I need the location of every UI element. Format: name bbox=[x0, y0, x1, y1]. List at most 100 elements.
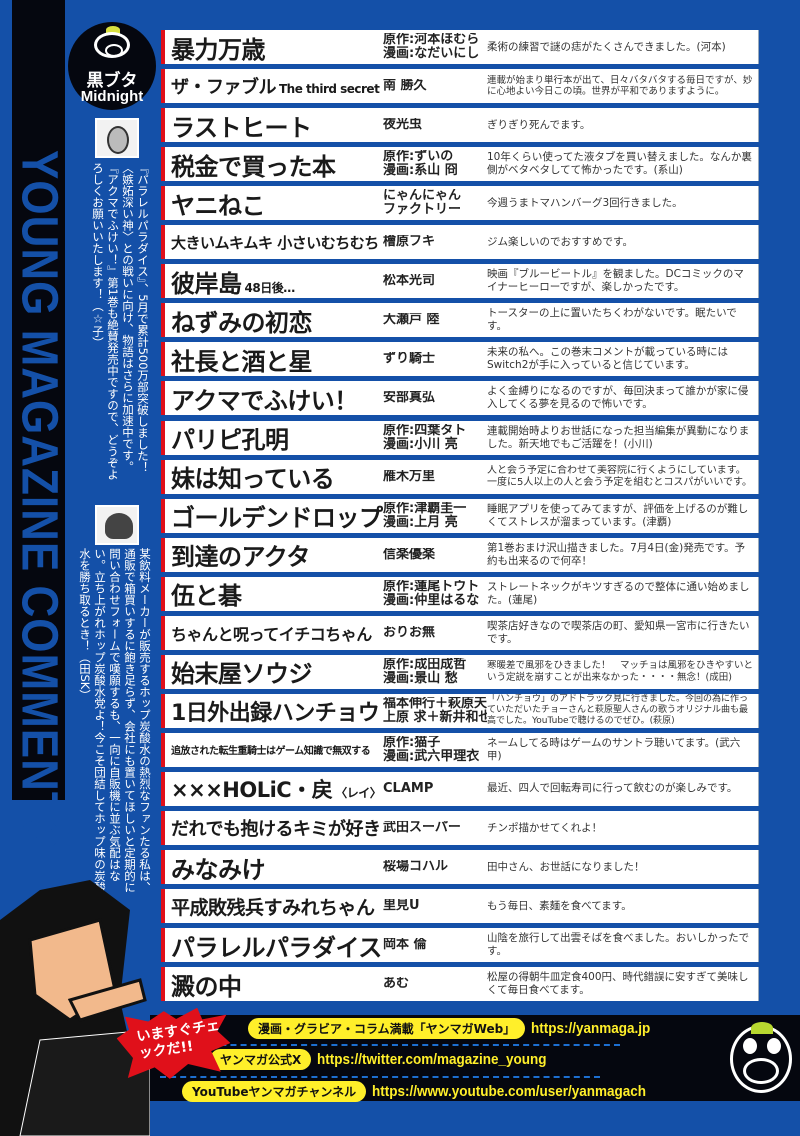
series-title-text: パラレルパラダイス bbox=[171, 933, 382, 962]
pig-eye-icon bbox=[743, 1038, 757, 1054]
author-comment: 山陰を旅行して出雲そばを食べました。おいしかったです。 bbox=[487, 932, 750, 958]
comment-row: ヤニねこ にゃんにゃん ファクトリー 今週うまトマハンバーグ3回行きました。 bbox=[161, 186, 759, 221]
link-url[interactable]: https://yanmaga.jp bbox=[531, 1020, 651, 1037]
pig-snout-icon bbox=[743, 1058, 779, 1084]
comment-row: 追放された転生重騎士はゲーム知識で無双する 原作:猫子 漫画:武六甲理衣 ネームしてる… bbox=[161, 732, 759, 767]
series-title-text: ゴールデンドロップ bbox=[171, 504, 383, 533]
series-title-text: 澱の中 bbox=[171, 972, 242, 1001]
author-comment: 「ハンチョウ」のアドトラック見に行きました。今回の為に作っていただいたチョーさん… bbox=[487, 694, 749, 727]
series-title-text: ラストヒート bbox=[171, 113, 312, 142]
author-comment: 未来の私へ。この巻末コメントが載っている時にはSwitch2が手に入っていると信… bbox=[487, 346, 728, 372]
series-title: ×××HOLiC・戻 〈レイ〉 bbox=[165, 774, 383, 804]
author: にゃんにゃん ファクトリー bbox=[383, 189, 487, 217]
comment-row: 到達のアクタ 信楽優楽 第1巻おまけ沢山描きました。7月4日(金)発売です。予約も出… bbox=[161, 537, 759, 572]
comment-row: みなみけ 桜場コハル 田中さん、お世話になりました！ bbox=[161, 850, 759, 885]
promo-link-x[interactable]: ヤンマガ公式X https://twitter.com/magazine_you… bbox=[210, 1049, 572, 1070]
left-black-stripe bbox=[12, 0, 65, 800]
author: ずり騎士 bbox=[383, 352, 487, 366]
author-line: 原作:成田成哲 bbox=[383, 657, 467, 672]
link-url[interactable]: https://www.youtube.com/user/yanmagach bbox=[372, 1083, 647, 1100]
author-comment: 最近、四人で回転寿司に行って飲むのが楽しみです。 bbox=[487, 782, 738, 795]
link-label: 漫画・グラビア・コラム満載「ヤンマガWeb」 bbox=[248, 1018, 526, 1039]
editor-avatar-1 bbox=[95, 118, 139, 158]
promo-link-web[interactable]: 漫画・グラビア・コラム満載「ヤンマガWeb」 https://yanmaga.j… bbox=[248, 1018, 664, 1039]
kurobuta-midnight-logo: 黒ブタ Midnight bbox=[68, 22, 156, 110]
comment-row: 妹は知っている 雁木万里 人と会う予定に合わせて美容院に行くようにしています。一度に… bbox=[161, 459, 759, 494]
series-title: ラストヒート bbox=[165, 108, 383, 143]
series-title: 彼岸島 48日後… bbox=[165, 264, 383, 299]
series-title: ちゃんと呪ってイチコちゃん bbox=[165, 621, 383, 645]
pig-tuft-icon bbox=[106, 26, 120, 34]
series-title: パリピ孔明 bbox=[165, 420, 383, 455]
series-title-text: だれでも抱けるキミが好き bbox=[171, 819, 381, 840]
series-title-text: ヤニねこ bbox=[171, 191, 266, 220]
comment-row: 社長と酒と星 ずり騎士 未来の私へ。この巻末コメントが載っている時にはSwitch2… bbox=[161, 342, 759, 377]
author: おりお無 bbox=[383, 626, 487, 640]
author: 原作:四葉タト 漫画:小川 亮 bbox=[383, 424, 487, 452]
comment-row: ザ・ファブル The third secret 南 勝久 連載が始まり単行本が出て、日… bbox=[161, 69, 759, 104]
author-line: 里見U bbox=[383, 899, 420, 914]
comment-row: ゴールデンドロップ 原作:津覇圭一 漫画:上月 亮 睡眠アプリを使ってみてますが、評価… bbox=[161, 498, 759, 533]
author-comment: ストレートネックがキツすぎるので整体に通い始めました。(蓮尾) bbox=[487, 580, 750, 606]
series-title-text: 平成敗残兵すみれちゃん bbox=[171, 896, 375, 919]
author-line: 夜光虫 bbox=[383, 118, 423, 133]
author-comment: 喫茶店好きなので喫茶店の町、愛知県一宮市に行きたいです。 bbox=[487, 619, 750, 645]
link-label: ヤンマガ公式X bbox=[210, 1049, 312, 1070]
author-comment: 松屋の得朝牛皿定食400円、時代錯誤に安すぎて美味しくて毎日食べてます。 bbox=[487, 971, 749, 997]
author-comment: 人と会う予定に合わせて美容院に行くようにしています。一度に5人以上の人と会う予定… bbox=[487, 464, 753, 488]
author: 雁木万里 bbox=[383, 470, 487, 484]
series-title-text: ねずみの初恋 bbox=[171, 308, 313, 337]
comment-row: 暴力万歳 原作:河本ほむら 漫画:なだいにし 柔術の練習で謎の痣がたくさんできました。… bbox=[161, 30, 759, 64]
author: 桜場コハル bbox=[383, 860, 487, 874]
author-comment: 田中さん、お世話になりました！ bbox=[487, 860, 645, 873]
promo-link-youtube[interactable]: YouTubeヤンマガチャンネル https://www.youtube.com… bbox=[182, 1081, 677, 1102]
author-line: 漫画:上月 亮 bbox=[383, 514, 458, 530]
author-line: 武田スーパー bbox=[383, 821, 461, 835]
author: あむ bbox=[383, 977, 487, 991]
comment-row: ねずみの初恋 大瀬戸 陸 トースターの上に置いたちくわがないです。眠たいです。 bbox=[161, 303, 759, 338]
author-line: ずり騎士 bbox=[383, 352, 436, 367]
series-title-text: 彼岸島 bbox=[171, 269, 242, 298]
pig-eye-icon bbox=[767, 1038, 781, 1054]
editor-comment-1: 『パラレルパラダイス』、5月で累計500万部突破しました！〈嫉妬深い神〉との戦い… bbox=[91, 162, 150, 480]
series-title-text: ちゃんと呪ってイチコちゃん bbox=[171, 624, 372, 644]
author-line: 原作:津覇圭一 bbox=[383, 501, 467, 516]
author-line: 原作:四葉タト bbox=[383, 423, 467, 438]
series-title: 平成敗残兵すみれちゃん bbox=[165, 893, 383, 920]
author: 檜原フキ bbox=[383, 235, 487, 249]
author-comment: 寒暖差で風邪をひきました！ マッチョは風邪をひきやすいという定説を崩すことが出来… bbox=[487, 660, 754, 683]
octopus-icon bbox=[105, 513, 133, 539]
author: 岡本 倫 bbox=[383, 938, 487, 952]
series-title: 澱の中 bbox=[165, 967, 383, 1002]
author: 大瀬戸 陸 bbox=[383, 313, 487, 327]
series-title: ヤニねこ bbox=[165, 186, 383, 221]
series-title-text: 社長と酒と星 bbox=[171, 347, 313, 376]
author: 信楽優楽 bbox=[383, 548, 487, 562]
series-title: ゴールデンドロップ bbox=[165, 498, 383, 533]
author: 松本光司 bbox=[383, 274, 487, 288]
series-title: 始末屋ソウジ bbox=[165, 654, 383, 689]
author: 原作:成田成哲 漫画:景山 愁 bbox=[383, 658, 487, 686]
series-subtitle: 〈レイ〉 bbox=[335, 785, 382, 800]
author-comment: ネームしてる時はゲームのサントラ聴いてます。(武六甲) bbox=[487, 736, 741, 762]
link-url[interactable]: https://twitter.com/magazine_young bbox=[317, 1051, 547, 1068]
comment-row: 大きいムキムキ 小さいむちむち 檜原フキ ジム楽しいのでおすすめです。 bbox=[161, 225, 759, 260]
author-line: 原作:河本ほむら bbox=[383, 33, 480, 47]
series-title-text: 妹は知っている bbox=[171, 465, 335, 494]
comment-row: パラレルパラダイス 岡本 倫 山陰を旅行して出雲そばを食べました。おいしかったです。 bbox=[161, 928, 759, 963]
section-title: YOUNG MAGAZINE COMMENTS bbox=[10, 150, 68, 851]
author-comment: 睡眠アプリを使ってみてますが、評価を上げるのが難しくてストレスが溜まっています。… bbox=[487, 502, 749, 528]
author-comment: ぎりぎり死んでます。 bbox=[487, 118, 591, 131]
series-title-text: ×××HOLiC・戻 bbox=[171, 777, 333, 802]
author-comment: チンポ描かせてくれよ！ bbox=[487, 821, 603, 834]
series-title: 到達のアクタ bbox=[165, 537, 383, 572]
series-title-text: パリピ孔明 bbox=[171, 426, 289, 454]
series-title-text: ザ・ファブル bbox=[171, 77, 277, 99]
author-line: 松本光司 bbox=[383, 274, 436, 289]
author-line: 漫画:景山 愁 bbox=[383, 670, 458, 686]
series-title-text: アクマでふけい！ bbox=[171, 386, 358, 415]
author-comment: ジム楽しいのでおすすめです。 bbox=[487, 235, 633, 248]
author-line: おりお無 bbox=[383, 625, 436, 640]
author: 安部真弘 bbox=[383, 391, 487, 405]
author-line: 福本伸行＋萩原天晴＋ bbox=[383, 696, 487, 711]
